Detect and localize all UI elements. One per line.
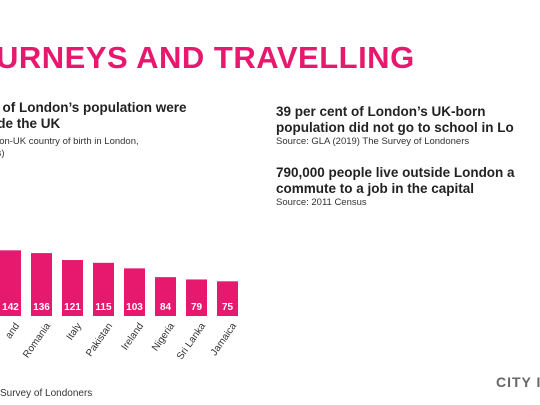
bar-3 [93, 262, 114, 316]
bar-4 [124, 268, 145, 316]
stat-right1-source: Source: GLA (2019) The Survey of Londone… [276, 136, 470, 147]
stat-right1-line1: 39 per cent of London’s UK-born [276, 104, 486, 119]
stat-right2-source: Source: 2011 Census [276, 197, 367, 208]
stat-block-right-1: 39 per cent of London’s UK-born populati… [276, 104, 514, 148]
category-label-3: Pakistan [84, 321, 115, 359]
slide-title: URNEYS AND TRAVELLING [0, 40, 415, 75]
bar-value-label-4: 103 [126, 302, 143, 313]
bar-value-label-0: 142 [2, 302, 19, 313]
category-label-5: Nigeria [150, 321, 177, 354]
stat-block-left: nt of London’s population were side the … [0, 100, 246, 160]
category-label-4: Ireland [120, 321, 147, 352]
bar-value-label-1: 136 [33, 302, 50, 313]
category-label-7: Jamaica [209, 321, 240, 358]
bar-7 [217, 281, 238, 316]
stat-left-sub2: nds) [0, 148, 5, 159]
stat-left-line1: nt of London’s population were [0, 100, 187, 115]
category-label-6: Sri Lanka [175, 321, 208, 362]
bar-value-label-2: 121 [64, 302, 81, 313]
bar-1 [31, 253, 52, 316]
bar-0 [0, 250, 21, 316]
country-of-birth-bar-chart: 142 and 136 Romania 121 Italy 115 Pakistan 103 Ir… [0, 250, 240, 362]
stat-left-sub1: n non-UK country of birth in London, [0, 136, 139, 147]
stat-right1-line2: population did not go to school in Lo [276, 120, 514, 135]
bar-value-label-3: 115 [95, 302, 112, 313]
category-label-2: Italy [65, 321, 85, 342]
stat-right2-line1: 790,000 people live outside London a [276, 165, 515, 180]
bar-5 [155, 277, 176, 316]
bar-value-label-5: 84 [160, 302, 172, 313]
stat-right2-line2: commute to a job in the capital [276, 181, 475, 196]
bar-value-label-7: 75 [222, 302, 234, 313]
chart-source: Survey of Londoners [0, 388, 93, 399]
city-logo: CITY I [496, 374, 540, 390]
stat-left-line2: side the UK [0, 116, 61, 131]
category-label-1: Romania [21, 321, 53, 360]
stat-block-right-2: 790,000 people live outside London a com… [276, 165, 515, 209]
bar-value-label-6: 79 [191, 302, 203, 313]
category-label-0: and [4, 321, 23, 341]
bar-6 [186, 279, 207, 316]
bar-2 [62, 260, 83, 316]
